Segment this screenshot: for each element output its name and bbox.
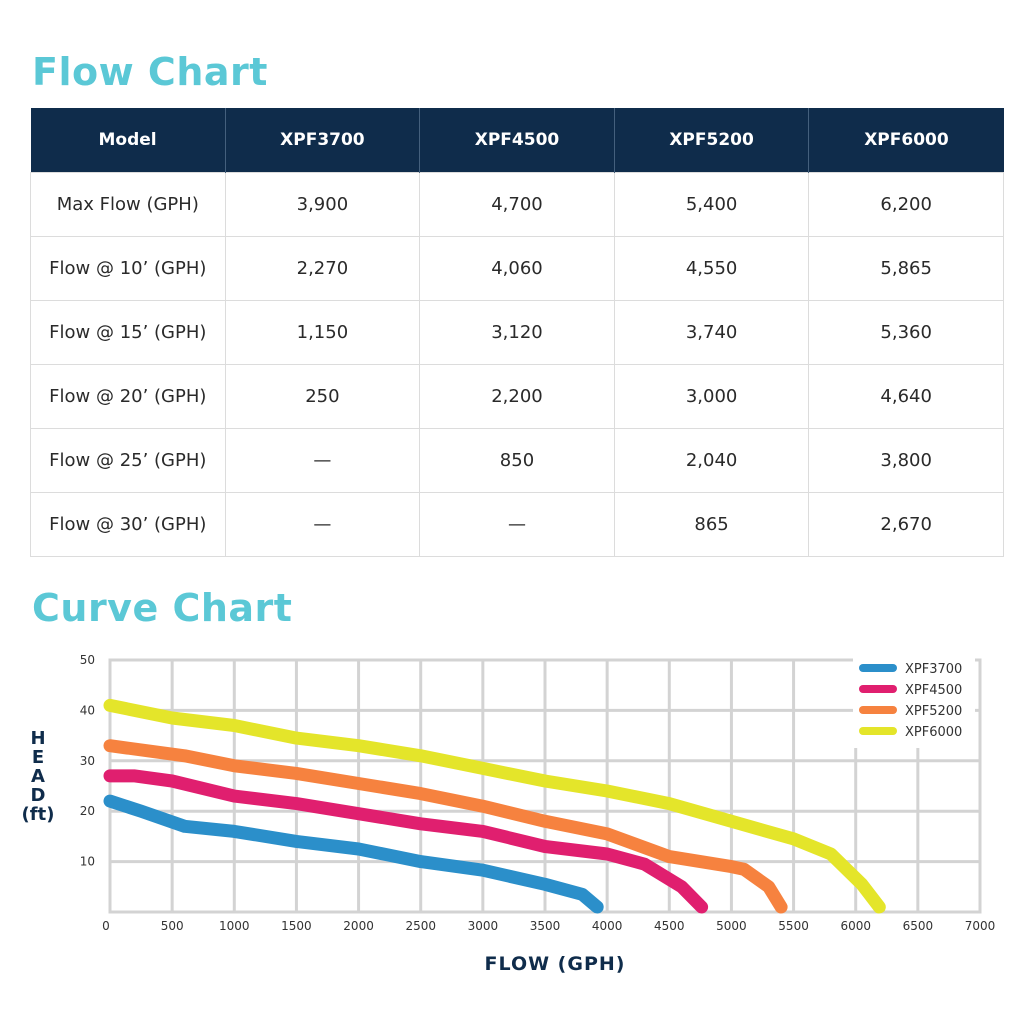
table-cell: 2,270 bbox=[224, 236, 421, 301]
x-axis-label: FLOW (GPH) bbox=[485, 953, 626, 975]
table-cell: 5,400 bbox=[613, 172, 810, 237]
row-label: Flow @ 20’ (GPH) bbox=[30, 364, 226, 429]
series-line-xpf5200 bbox=[103, 739, 788, 914]
table-cell: 2,040 bbox=[613, 428, 810, 493]
header-xpf6000: XPF6000 bbox=[808, 108, 1004, 173]
table-row: Max Flow (GPH) 3,900 4,700 5,400 6,200 bbox=[30, 172, 1004, 237]
series-line-xpf6000 bbox=[103, 698, 886, 914]
y-tick-label: 40 bbox=[80, 703, 95, 717]
table-cell: 6,200 bbox=[808, 172, 1004, 237]
table-row: Flow @ 30’ (GPH) — — 865 2,670 bbox=[30, 492, 1004, 557]
x-tick-label: 0 bbox=[102, 919, 110, 933]
table-cell: 850 bbox=[419, 428, 615, 493]
table-cell: 4,060 bbox=[419, 236, 615, 301]
header-xpf3700: XPF3700 bbox=[225, 108, 421, 173]
y-axis-label: D bbox=[31, 785, 46, 806]
y-tick-label: 50 bbox=[80, 653, 95, 667]
table-cell: 2,670 bbox=[808, 492, 1004, 557]
row-label: Flow @ 15’ (GPH) bbox=[30, 300, 226, 365]
table-cell: — bbox=[419, 492, 615, 557]
curve-chart-title: Curve Chart bbox=[32, 586, 293, 630]
table-cell: 3,000 bbox=[613, 364, 810, 429]
row-label: Flow @ 25’ (GPH) bbox=[30, 428, 226, 493]
table-cell: 5,360 bbox=[808, 300, 1004, 365]
table-cell: 250 bbox=[224, 364, 421, 429]
series-line-xpf4500 bbox=[103, 769, 709, 914]
row-label: Max Flow (GPH) bbox=[30, 172, 226, 237]
x-tick-label: 5000 bbox=[716, 919, 747, 933]
row-label: Flow @ 10’ (GPH) bbox=[30, 236, 226, 301]
y-axis-label: A bbox=[31, 766, 45, 787]
series-line-xpf3700 bbox=[103, 794, 604, 914]
x-tick-label: 4000 bbox=[592, 919, 623, 933]
table-cell: 3,740 bbox=[613, 300, 810, 365]
y-axis-label: H bbox=[30, 728, 45, 749]
header-xpf4500: XPF4500 bbox=[419, 108, 615, 173]
y-axis-label: (ft) bbox=[22, 804, 55, 825]
flow-chart-title: Flow Chart bbox=[32, 50, 268, 94]
y-tick-label: 30 bbox=[80, 754, 95, 768]
header-xpf5200: XPF5200 bbox=[614, 108, 810, 173]
x-tick-label: 3000 bbox=[468, 919, 499, 933]
legend-label: XPF4500 bbox=[905, 683, 962, 698]
table-row: Flow @ 25’ (GPH) — 850 2,040 3,800 bbox=[30, 428, 1004, 493]
table-cell: — bbox=[224, 428, 421, 493]
table-row: Flow @ 15’ (GPH) 1,150 3,120 3,740 5,360 bbox=[30, 300, 1004, 365]
curve-chart: 0 500 1000 1500 2000 2500 3000 3500 4000 4500 5000… bbox=[22, 653, 996, 975]
legend-label: XPF5200 bbox=[905, 704, 962, 719]
x-tick-label: 2500 bbox=[405, 919, 436, 933]
table-cell: 4,640 bbox=[808, 364, 1004, 429]
x-tick-label: 5500 bbox=[778, 919, 809, 933]
x-tick-label: 4500 bbox=[654, 919, 685, 933]
table-cell: 3,120 bbox=[419, 300, 615, 365]
x-tick-label: 1500 bbox=[281, 919, 312, 933]
flow-table: Model XPF3700 XPF4500 XPF5200 XPF6000 Ma… bbox=[30, 108, 1004, 557]
x-tick-label: 500 bbox=[161, 919, 184, 933]
table-cell: 865 bbox=[613, 492, 810, 557]
chart-series bbox=[103, 698, 886, 914]
chart-legend: XPF3700 XPF4500 XPF5200 XPF6000 bbox=[853, 656, 975, 748]
x-tick-label: 7000 bbox=[965, 919, 996, 933]
legend-label: XPF3700 bbox=[905, 662, 962, 677]
header-model: Model bbox=[30, 108, 226, 173]
table-cell: 1,150 bbox=[224, 300, 421, 365]
table-cell: 3,800 bbox=[808, 428, 1004, 493]
table-cell: 4,700 bbox=[419, 172, 615, 237]
table-row: Flow @ 10’ (GPH) 2,270 4,060 4,550 5,865 bbox=[30, 236, 1004, 301]
x-tick-label: 6500 bbox=[903, 919, 934, 933]
table-cell: 5,865 bbox=[808, 236, 1004, 301]
y-tick-label: 10 bbox=[80, 855, 95, 869]
flow-table-header-row: Model XPF3700 XPF4500 XPF5200 XPF6000 bbox=[30, 108, 1004, 173]
chart-ticks: 0 500 1000 1500 2000 2500 3000 3500 4000 4500 5000… bbox=[80, 653, 996, 933]
table-cell: — bbox=[224, 492, 421, 557]
y-tick-label: 20 bbox=[80, 804, 95, 818]
x-tick-label: 6000 bbox=[840, 919, 871, 933]
chart-grid bbox=[108, 658, 982, 914]
row-label: Flow @ 30’ (GPH) bbox=[30, 492, 226, 557]
x-tick-label: 1000 bbox=[219, 919, 250, 933]
x-tick-label: 2000 bbox=[343, 919, 374, 933]
table-cell: 4,550 bbox=[613, 236, 810, 301]
legend-label: XPF6000 bbox=[905, 725, 962, 740]
table-row: Flow @ 20’ (GPH) 250 2,200 3,000 4,640 bbox=[30, 364, 1004, 429]
table-cell: 2,200 bbox=[419, 364, 615, 429]
y-axis-label: E bbox=[32, 747, 44, 768]
x-tick-label: 3500 bbox=[530, 919, 561, 933]
table-cell: 3,900 bbox=[224, 172, 421, 237]
